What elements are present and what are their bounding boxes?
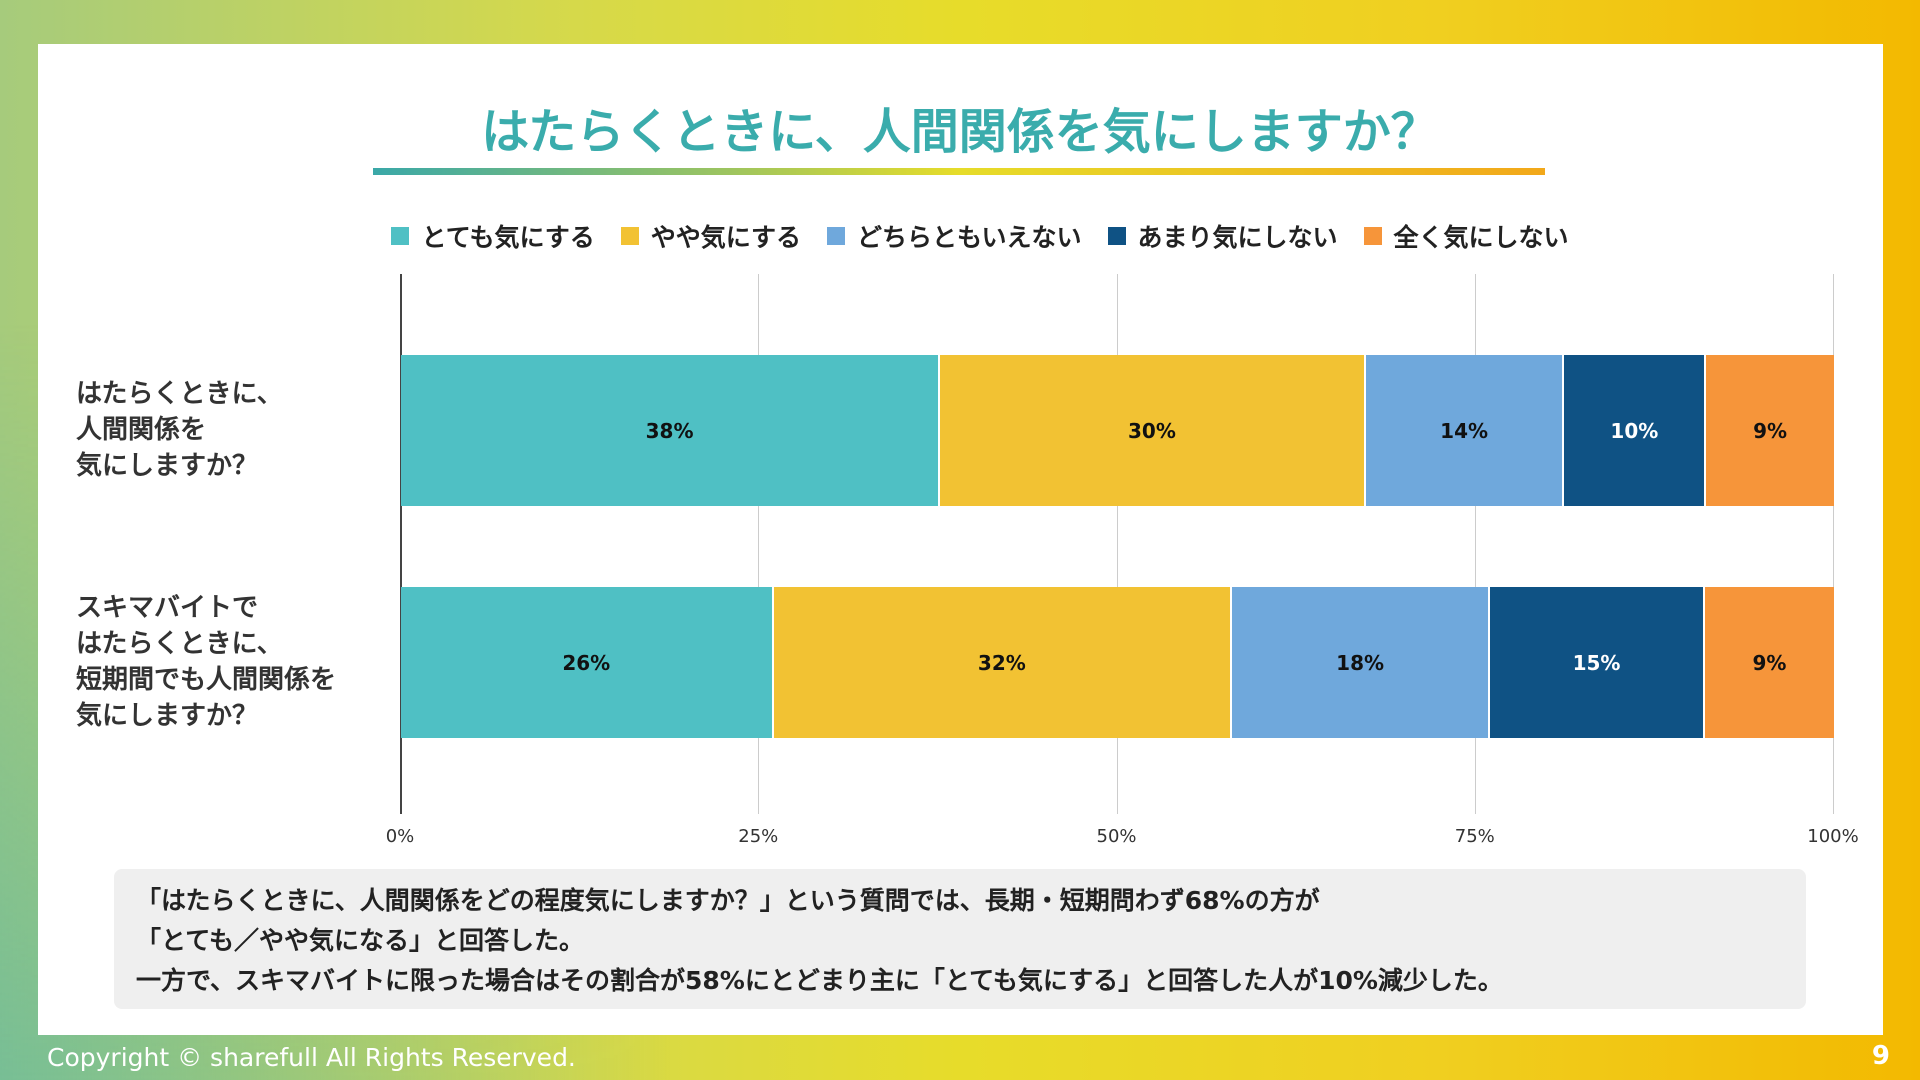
y-label-line: 気にしますか？ [76, 701, 259, 731]
data-label: 15% [1572, 650, 1621, 675]
y-label-line: はたらくときに、 [76, 629, 283, 659]
gridline [758, 274, 760, 814]
gridline [1474, 274, 1476, 814]
data-label: 10% [1610, 418, 1659, 443]
bar-segment: 26% [401, 587, 774, 738]
legend-swatch [826, 227, 845, 245]
gridline [1833, 274, 1834, 814]
legend-label: やや気にする [650, 223, 801, 252]
y-category-label: スキマバイトで はたらくときに、短期間でも人間関係を 気にしますか？ [76, 590, 336, 734]
bar-segment: 18% [1232, 587, 1491, 738]
y-axis [400, 274, 402, 814]
bar-segment: 10% [1564, 355, 1707, 506]
legend: とても気にする やや気にする どちらともいえない あまり気にしない 全く気にしない [0, 218, 1920, 254]
x-tick-label: 100% [1807, 826, 1859, 847]
copyright: Copyright © sharefull All Rights Reserve… [47, 1043, 576, 1072]
summary-note: 「はたらくときに、人間関係をどの程度気にしますか？」という質問では、長期・短期問… [114, 869, 1806, 1009]
stacked-bar: 38% 30% 14% 10% 9% [401, 355, 1834, 506]
gridline [1116, 274, 1118, 814]
legend-label: とても気にする [421, 223, 595, 252]
legend-label: どちらともいえない [856, 223, 1082, 252]
bar-segment: 38% [401, 355, 941, 506]
legend-item: とても気にする [391, 218, 595, 254]
note-line: 「とても／やや気になる」と回答した。 [136, 926, 585, 955]
y-label-line: 気にしますか？ [76, 451, 259, 481]
data-label: 26% [562, 650, 611, 675]
legend-swatch [620, 227, 639, 245]
bar-segment: 9% [1705, 587, 1834, 738]
page-number: 9 [1871, 1041, 1890, 1071]
bar-segment: 15% [1490, 587, 1705, 738]
y-label-line: 短期間でも人間関係を [76, 665, 337, 695]
y-label-line: 人間関係を [76, 415, 207, 445]
data-label: 32% [977, 650, 1026, 675]
x-tick-label: 50% [1096, 826, 1137, 847]
data-label: 9% [1753, 418, 1788, 443]
bar-segment: 14% [1365, 355, 1565, 506]
legend-swatch [391, 227, 410, 245]
bar-segment: 30% [940, 355, 1366, 506]
x-tick-label: 25% [738, 826, 779, 847]
y-label-line: はたらくときに、 [76, 379, 283, 409]
title-underline [373, 168, 1545, 175]
note-line: 一方で、スキマバイトに限った場合はその割合が58%にとどまり主に「とても気にする… [136, 966, 1503, 995]
x-tick-label: 75% [1454, 826, 1495, 847]
data-label: 38% [645, 418, 694, 443]
stacked-bar: 26% 32% 18% 15% 9% [401, 587, 1834, 738]
data-label: 9% [1752, 650, 1787, 675]
legend-swatch [1363, 227, 1382, 245]
legend-item: 全く気にしない [1363, 218, 1569, 254]
legend-label: 全く気にしない [1393, 223, 1569, 252]
data-label: 14% [1440, 418, 1489, 443]
x-tick-label: 0% [385, 826, 415, 847]
data-label: 30% [1128, 418, 1176, 443]
legend-label: あまり気にしない [1137, 223, 1338, 252]
data-label: 18% [1336, 650, 1385, 675]
bar-segment: 9% [1706, 355, 1834, 506]
legend-item: やや気にする [620, 218, 801, 254]
y-label-line: スキマバイトで [76, 593, 259, 623]
legend-swatch [1107, 227, 1126, 245]
y-category-label: はたらくときに、 人間関係を気にしますか？ [76, 376, 283, 484]
note-line: 「はたらくときに、人間関係をどの程度気にしますか？」という質問では、長期・短期問… [136, 886, 1320, 915]
page-title: はたらくときに、人間関係を気にしますか？ [481, 104, 1439, 160]
bar-segment: 32% [773, 587, 1233, 738]
legend-item: どちらともいえない [826, 218, 1082, 254]
legend-item: あまり気にしない [1107, 218, 1338, 254]
